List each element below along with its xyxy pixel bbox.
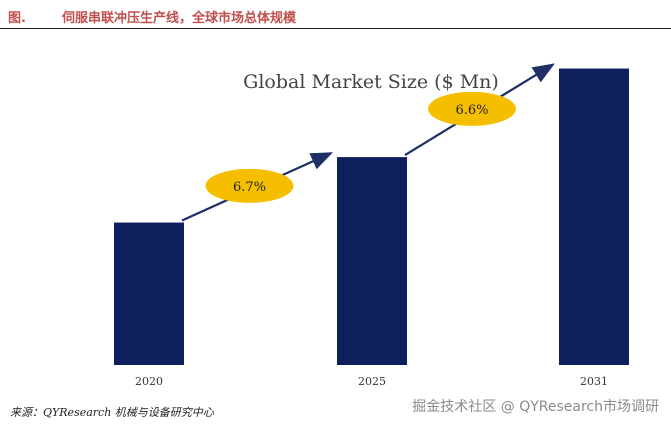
cagr-label-1: 6.7% (233, 180, 266, 195)
chart-title: Global Market Size ($ Mn) (243, 71, 499, 93)
figure-title: 伺服串联冲压生产线，全球市场总体规模 (62, 11, 297, 26)
figure-number: 图. (8, 11, 26, 26)
bar-2031 (559, 68, 629, 366)
figure-header: 图. 伺服串联冲压生产线，全球市场总体规模 (0, 0, 671, 29)
cagr-ellipse-1 (205, 168, 294, 203)
bar-2020 (114, 222, 184, 365)
x-tick-label-2025: 2025 (358, 375, 386, 388)
bar-2025 (337, 157, 407, 365)
cagr-ellipse-2 (428, 91, 516, 126)
source-note: 来源：QYResearch 机械与设备研究中心 (10, 406, 214, 419)
watermark: 掘金技术社区 @ QYResearch市场调研 (412, 399, 659, 415)
x-tick-label-2020: 2020 (135, 375, 163, 388)
x-tick-label-2031: 2031 (580, 375, 608, 388)
cagr-label-2: 6.6% (455, 103, 488, 118)
